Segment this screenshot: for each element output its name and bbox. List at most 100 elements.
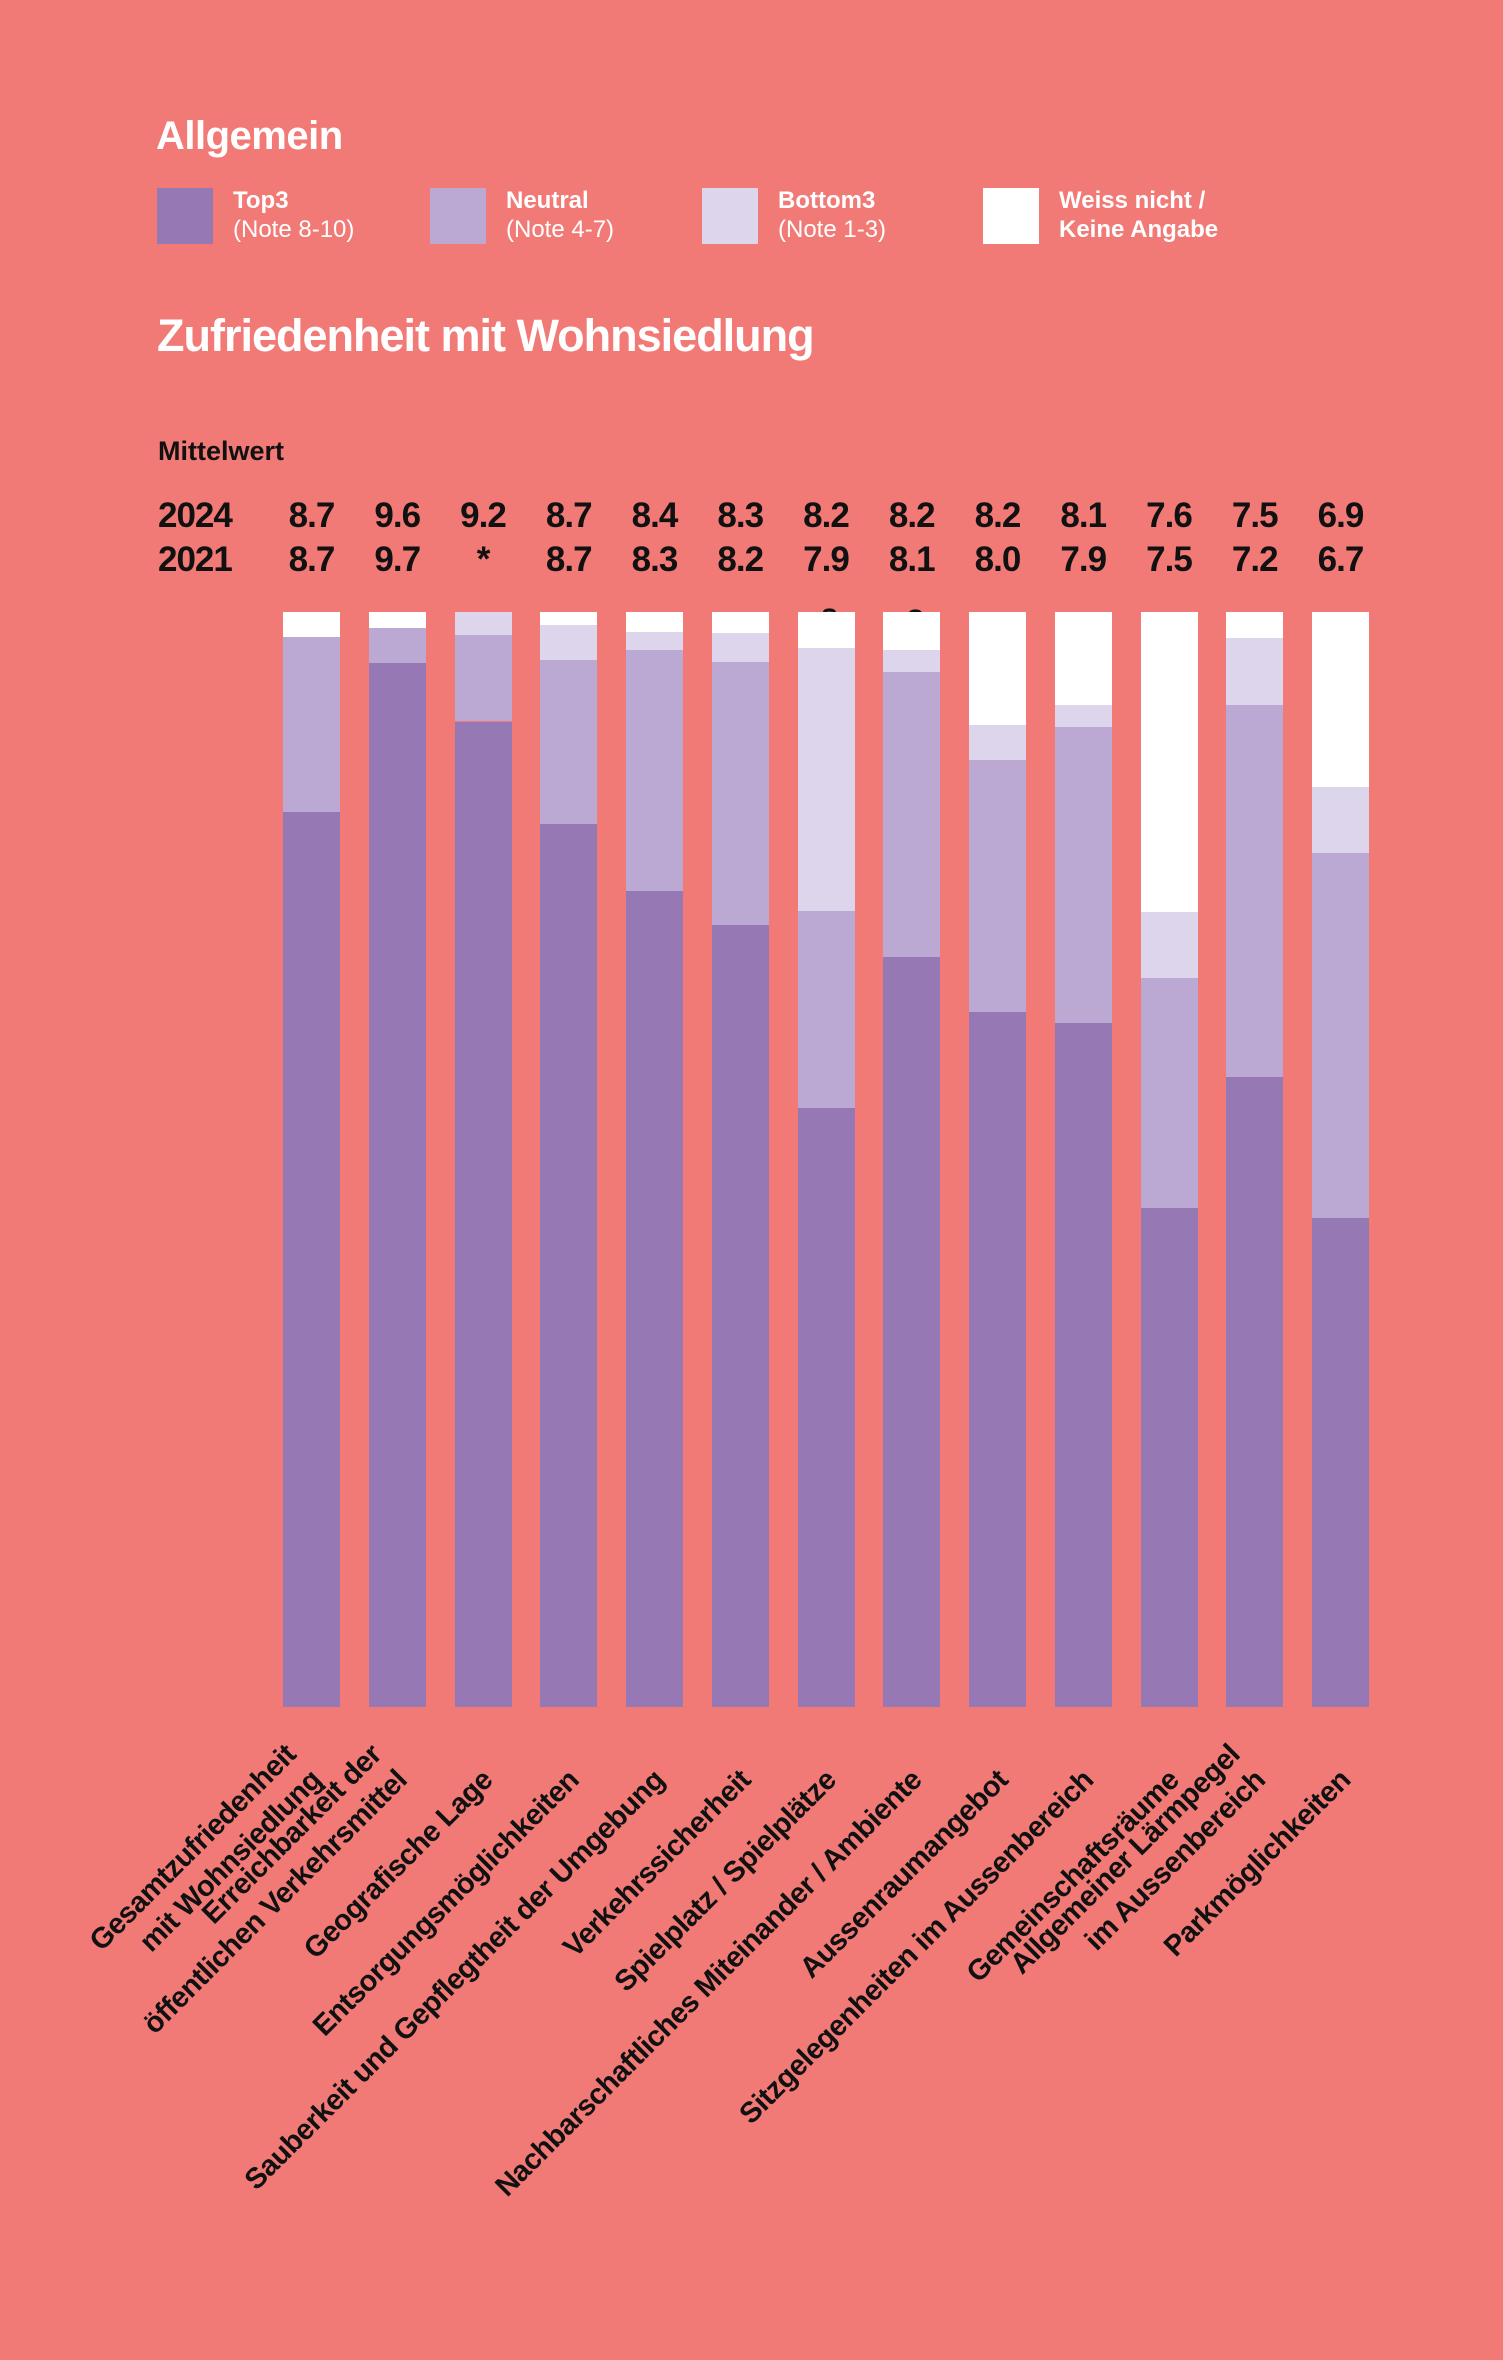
mean-value: 8.7 bbox=[288, 496, 336, 535]
mean-value: 8.3 bbox=[717, 496, 764, 535]
bar-segment-wn bbox=[969, 612, 1026, 725]
bar-segment-bottom3 bbox=[711, 632, 769, 663]
mean-value: 8.4 bbox=[631, 496, 679, 535]
bar-segment-top3 bbox=[1140, 1207, 1198, 1707]
legend-label: Weiss nicht / Keine Angabe bbox=[1059, 187, 1219, 243]
bar-segment-top3 bbox=[1312, 1217, 1369, 1707]
mean-value: 8.1 bbox=[1060, 496, 1107, 535]
bar-segment-wn bbox=[797, 612, 855, 649]
bar-segment-top3 bbox=[1054, 1022, 1112, 1707]
stacked-bar bbox=[368, 612, 426, 1707]
mittelwert-label: Mittelwert bbox=[158, 436, 285, 466]
mean-value: 7.2 bbox=[1231, 540, 1279, 579]
bar-segment-top3 bbox=[283, 812, 340, 1707]
bar-segment-wn bbox=[883, 612, 941, 651]
bar-segment-neutral bbox=[540, 660, 598, 825]
mean-value: 8.7 bbox=[288, 540, 336, 579]
legend-label: Top3 (Note 8-10) bbox=[233, 187, 355, 243]
year-row-label-2021: 2021 bbox=[158, 540, 233, 579]
bar-segment-top3 bbox=[883, 956, 941, 1707]
year-row-label-2024: 2024 bbox=[158, 496, 233, 535]
legend-label: Neutral (Note 4-7) bbox=[506, 187, 615, 243]
legend-swatch-top3 bbox=[157, 188, 213, 244]
bar-segment-wn bbox=[711, 612, 769, 633]
bar-segment-neutral bbox=[969, 759, 1026, 1012]
bar-segment-wn bbox=[1054, 612, 1112, 706]
mean-value: 8.7 bbox=[545, 540, 593, 579]
bar-segment-top3 bbox=[626, 891, 683, 1707]
bar-segment-bottom3 bbox=[1140, 912, 1198, 978]
legend-swatch-weiss_nicht bbox=[983, 188, 1039, 244]
section-heading: Allgemein bbox=[156, 114, 343, 158]
bar-segment-top3 bbox=[454, 721, 512, 1707]
bar-segment-neutral bbox=[1054, 726, 1112, 1023]
stacked-bar bbox=[1054, 612, 1112, 1707]
bar-segment-wn bbox=[1226, 612, 1284, 639]
bar-segment-bottom3 bbox=[626, 631, 683, 651]
stacked-bar bbox=[883, 612, 941, 1707]
bar-segment-bottom3 bbox=[883, 650, 941, 673]
mean-value: 8.2 bbox=[888, 496, 936, 535]
stacked-bar bbox=[797, 612, 855, 1707]
mean-value: 8.3 bbox=[631, 540, 679, 579]
bar-segment-wn bbox=[626, 612, 683, 632]
mean-value: 8.0 bbox=[974, 540, 1022, 579]
bar-segment-top3 bbox=[1226, 1077, 1284, 1707]
bar-segment-wn bbox=[283, 612, 340, 638]
bar-segment-top3 bbox=[797, 1108, 855, 1707]
stacked-bar bbox=[454, 612, 512, 1707]
bar-segment-neutral bbox=[1312, 852, 1369, 1218]
mean-value: 7.6 bbox=[1146, 496, 1193, 535]
bar-segment-top3 bbox=[969, 1011, 1026, 1707]
stacked-bar bbox=[1312, 612, 1369, 1707]
bar-segment-neutral bbox=[368, 628, 426, 664]
stacked-bar bbox=[711, 612, 769, 1707]
bar-segment-wn bbox=[1140, 612, 1198, 913]
bar-segment-neutral bbox=[454, 634, 512, 722]
mean-value: 8.2 bbox=[717, 540, 764, 579]
mean-value: 7.9 bbox=[1060, 540, 1107, 579]
mean-value: 8.7 bbox=[545, 496, 593, 535]
bar-segment-top3 bbox=[711, 925, 769, 1707]
mean-value: 7.5 bbox=[1146, 540, 1193, 579]
bar-segment-neutral bbox=[711, 662, 769, 926]
bar-segment-bottom3 bbox=[1226, 638, 1284, 706]
bar-segment-bottom3 bbox=[969, 724, 1026, 760]
mean-value: * bbox=[476, 540, 491, 579]
mean-value: 9.2 bbox=[460, 496, 507, 535]
legend-swatch-neutral bbox=[430, 188, 486, 244]
stacked-bar bbox=[283, 612, 340, 1707]
legend-swatch-bottom3 bbox=[702, 188, 758, 244]
mean-value: 8.1 bbox=[888, 540, 936, 579]
stacked-bar bbox=[969, 612, 1026, 1707]
bar-segment-neutral bbox=[1226, 705, 1284, 1078]
bar-segment-bottom3 bbox=[797, 648, 855, 911]
mean-value: 9.7 bbox=[374, 540, 421, 579]
stacked-bar bbox=[1226, 612, 1284, 1707]
stacked-bar bbox=[626, 612, 683, 1707]
bar-segment-top3 bbox=[368, 663, 426, 1707]
bar-segment-neutral bbox=[626, 650, 683, 892]
mean-value: 6.7 bbox=[1317, 540, 1365, 579]
bar-segment-bottom3 bbox=[1312, 787, 1369, 853]
mean-value: 6.9 bbox=[1317, 496, 1365, 535]
bar-segment-bottom3 bbox=[454, 612, 512, 635]
bar-segment-wn bbox=[540, 612, 598, 626]
bar-segment-neutral bbox=[883, 672, 941, 957]
mean-value: 7.5 bbox=[1231, 496, 1279, 535]
mean-value: 7.9 bbox=[803, 540, 850, 579]
stacked-bar bbox=[1140, 612, 1198, 1707]
chart-title: Zufriedenheit mit Wohnsiedlung bbox=[157, 310, 815, 361]
mean-value: 8.2 bbox=[803, 496, 850, 535]
stacked-bar bbox=[540, 612, 598, 1707]
mean-value: 8.2 bbox=[974, 496, 1022, 535]
bar-segment-neutral bbox=[283, 637, 340, 813]
legend-label: Bottom3 (Note 1-3) bbox=[778, 187, 887, 243]
bar-segment-neutral bbox=[1140, 977, 1198, 1208]
bar-segment-top3 bbox=[540, 824, 598, 1707]
bar-segment-neutral bbox=[797, 910, 855, 1109]
bar-segment-wn bbox=[1312, 612, 1369, 788]
mean-value: 9.6 bbox=[374, 496, 421, 535]
bar-segment-bottom3 bbox=[540, 625, 598, 661]
